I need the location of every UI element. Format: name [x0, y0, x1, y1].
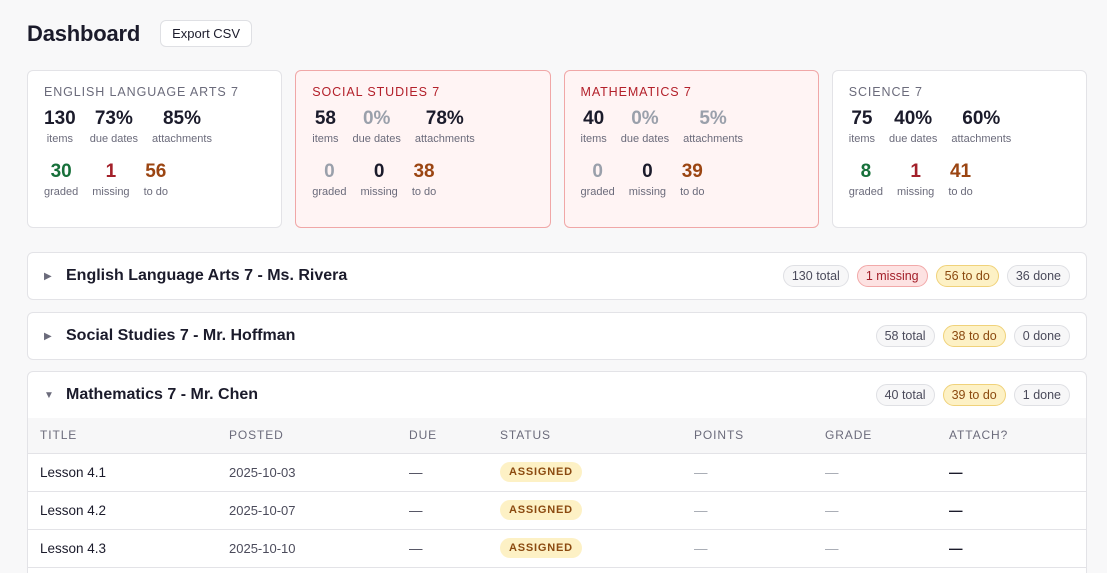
- card-title: Science 7: [848, 85, 923, 99]
- cell-posted: 2025-10-07: [217, 491, 397, 530]
- card-title: Social Studies 7: [312, 85, 441, 99]
- column-header-status[interactable]: STATUS: [488, 418, 682, 454]
- course-section-social-studies: ▶ Social Studies 7 - Mr. Hoffman 58 tota…: [27, 312, 1087, 360]
- summary-card-ela: English Language Arts 7 130 items 73% due …: [27, 70, 283, 228]
- course-section-mathematics: ▼ Mathematics 7 - Mr. Chen 40 total 39 t…: [27, 371, 1087, 573]
- section-header-toggle[interactable]: ▶ Social Studies 7 - Mr. Hoffman 58 tota…: [28, 313, 1086, 359]
- column-header-attach[interactable]: ATTACH?: [937, 418, 1086, 454]
- column-header-posted[interactable]: POSTED: [217, 418, 397, 454]
- stat-todo: 38 to do: [411, 161, 437, 198]
- status-badge: ASSIGNED: [500, 500, 582, 520]
- stat-due-dates: 40% due dates: [889, 108, 938, 145]
- stat-graded: 8 graded: [848, 161, 884, 198]
- page-header: Dashboard Export CSV: [27, 20, 253, 47]
- caret-right-icon: ▶: [44, 270, 52, 282]
- status-badge: ASSIGNED: [500, 462, 582, 482]
- section-header-toggle[interactable]: ▶ English Language Arts 7 - Ms. Rivera 1…: [28, 253, 1086, 299]
- cell-points: —: [682, 453, 813, 492]
- table-row[interactable]: Lesson 4.3 2025-10-10 — ASSIGNED — — —: [28, 529, 1086, 568]
- card-title: English Language Arts 7: [44, 85, 239, 99]
- cell-due: —: [397, 453, 488, 492]
- stat-graded: 0 graded: [312, 161, 347, 198]
- cell-grade: —: [813, 491, 937, 530]
- cell-title: Lesson 4.2: [28, 491, 217, 530]
- section-title: Mathematics 7 - Mr. Chen: [66, 386, 259, 403]
- stat-todo: 41 to do: [948, 161, 973, 198]
- summary-card-mathematics: Mathematics 7 40 items 0% due dates 5% atta…: [563, 70, 819, 228]
- stat-attachments: 60% attachments: [951, 108, 1012, 145]
- assignments-table: TITLE POSTED DUE STATUS POINTS GRADE ATT…: [28, 418, 1086, 568]
- cell-grade: —: [813, 529, 937, 568]
- cell-status: ASSIGNED: [488, 529, 682, 568]
- stat-due-dates: 73% due dates: [89, 108, 139, 145]
- done-pill: 0 done: [1013, 325, 1070, 347]
- caret-right-icon: ▶: [44, 330, 52, 342]
- export-csv-button[interactable]: Export CSV: [160, 20, 253, 47]
- stat-graded: 0 graded: [580, 161, 615, 198]
- total-pill: 58 total: [875, 325, 935, 347]
- summary-cards: English Language Arts 7 130 items 73% due …: [27, 70, 1087, 228]
- todo-pill: 38 to do: [942, 325, 1006, 347]
- stat-graded: 30 graded: [44, 161, 79, 198]
- done-pill: 36 done: [1006, 265, 1070, 287]
- summary-card-social-studies: Social Studies 7 58 items 0% due dates 78%…: [295, 70, 551, 228]
- todo-pill: 39 to do: [942, 384, 1006, 406]
- summary-card-science: Science 7 75 items 40% due dates 60% attach…: [831, 70, 1087, 228]
- caret-down-icon: ▼: [44, 389, 54, 401]
- cell-posted: 2025-10-03: [217, 453, 397, 492]
- section-header-toggle[interactable]: ▼ Mathematics 7 - Mr. Chen 40 total 39 t…: [28, 372, 1086, 418]
- cell-due: —: [397, 491, 488, 530]
- cell-attach: —: [937, 491, 1086, 530]
- table-header-row: TITLE POSTED DUE STATUS POINTS GRADE ATT…: [28, 418, 1086, 454]
- cell-title: Lesson 4.3: [28, 529, 217, 568]
- status-badge: ASSIGNED: [500, 538, 582, 558]
- cell-attach: —: [937, 529, 1086, 568]
- cell-title: Lesson 4.1: [28, 453, 217, 492]
- stat-todo: 39 to do: [680, 161, 705, 198]
- stat-attachments: 78% attachments: [414, 108, 475, 145]
- stat-due-dates: 0% due dates: [352, 108, 401, 145]
- done-pill: 1 done: [1013, 384, 1070, 406]
- stat-items: 75 items: [848, 108, 876, 145]
- stat-due-dates: 0% due dates: [620, 108, 670, 145]
- missing-pill: 1 missing: [856, 265, 928, 287]
- column-header-grade[interactable]: GRADE: [813, 418, 937, 454]
- page-title: Dashboard: [27, 20, 141, 46]
- cell-grade: —: [813, 453, 937, 492]
- cell-status: ASSIGNED: [488, 491, 682, 530]
- table-row[interactable]: Lesson 4.2 2025-10-07 — ASSIGNED — — —: [28, 491, 1086, 530]
- total-pill: 130 total: [782, 265, 849, 287]
- stat-missing: 1 missing: [92, 161, 130, 198]
- course-section-ela: ▶ English Language Arts 7 - Ms. Rivera 1…: [27, 252, 1087, 300]
- column-header-points[interactable]: POINTS: [682, 418, 813, 454]
- table-row[interactable]: Lesson 4.1 2025-10-03 — ASSIGNED — — —: [28, 453, 1086, 492]
- cell-points: —: [682, 529, 813, 568]
- stat-items: 130 items: [44, 108, 76, 145]
- column-header-due[interactable]: DUE: [397, 418, 488, 454]
- section-title: Social Studies 7 - Mr. Hoffman: [66, 327, 296, 344]
- cell-attach: —: [937, 453, 1086, 492]
- cell-posted: 2025-10-10: [217, 529, 397, 568]
- stat-missing: 1 missing: [897, 161, 935, 198]
- card-title: Mathematics 7: [580, 85, 692, 99]
- section-title: English Language Arts 7 - Ms. Rivera: [66, 267, 348, 284]
- cell-due: —: [397, 529, 488, 568]
- todo-pill: 56 to do: [935, 265, 999, 287]
- cell-status: ASSIGNED: [488, 453, 682, 492]
- stat-items: 58 items: [312, 108, 339, 145]
- cell-points: —: [682, 491, 813, 530]
- stat-attachments: 5% attachments: [683, 108, 744, 145]
- stat-missing: 0 missing: [360, 161, 398, 198]
- stat-missing: 0 missing: [628, 161, 667, 198]
- stat-todo: 56 to do: [143, 161, 169, 198]
- stat-items: 40 items: [580, 108, 607, 145]
- column-header-title[interactable]: TITLE: [28, 418, 217, 454]
- total-pill: 40 total: [875, 384, 935, 406]
- stat-attachments: 85% attachments: [152, 108, 212, 145]
